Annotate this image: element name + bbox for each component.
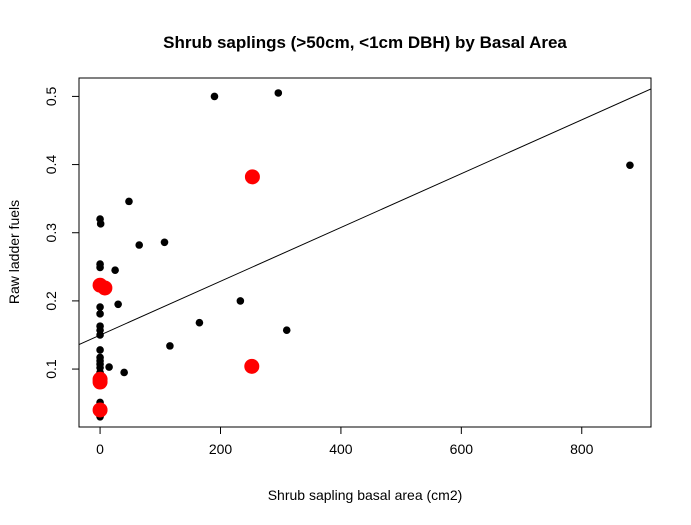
x-tick-label: 800 — [570, 441, 594, 457]
black-point — [96, 310, 104, 318]
fit-line-group — [78, 88, 652, 345]
x-tick-label: 400 — [329, 441, 353, 457]
red-point — [92, 402, 108, 418]
black-point — [236, 297, 245, 305]
black-point — [96, 346, 104, 354]
black-point — [166, 342, 174, 350]
black-point — [120, 368, 128, 377]
red-point — [244, 169, 260, 185]
black-point — [282, 326, 291, 335]
x-tick-label: 600 — [450, 441, 474, 457]
black-point — [96, 331, 104, 339]
x-tick-label: 0 — [96, 441, 104, 457]
black-point — [626, 161, 634, 170]
black-point — [96, 263, 104, 272]
black-point — [96, 303, 104, 311]
data-points — [92, 89, 634, 421]
y-tick-label: 0.1 — [43, 359, 59, 379]
y-tick-label: 0.4 — [43, 155, 59, 175]
y-tick-label: 0.2 — [43, 291, 59, 311]
black-point — [195, 318, 204, 327]
y-tick-label: 0.3 — [43, 223, 59, 243]
black-point — [160, 238, 169, 247]
red-point — [92, 374, 108, 390]
black-point — [125, 197, 133, 206]
y-tick-label: 0.5 — [43, 86, 59, 106]
x-axis-label: Shrub sapling basal area (cm2) — [268, 487, 463, 503]
black-point — [210, 92, 219, 101]
black-point — [96, 220, 105, 228]
fit-line — [78, 88, 652, 345]
black-point — [111, 266, 119, 275]
x-axis: 0 200 400 600 800 — [96, 426, 594, 457]
y-axis-label: Raw ladder fuels — [6, 200, 22, 304]
plot-frame — [78, 77, 652, 428]
chart-title: Shrub saplings (>50cm, <1cm DBH) by Basa… — [163, 33, 567, 52]
black-point — [274, 89, 283, 97]
y-axis: 0.1 0.2 0.3 0.4 0.5 — [43, 86, 80, 379]
x-tick-label: 200 — [209, 441, 233, 457]
black-point — [105, 363, 113, 371]
red-point — [97, 280, 113, 296]
red-point — [244, 358, 260, 374]
black-point — [114, 300, 122, 309]
black-point — [135, 241, 144, 249]
